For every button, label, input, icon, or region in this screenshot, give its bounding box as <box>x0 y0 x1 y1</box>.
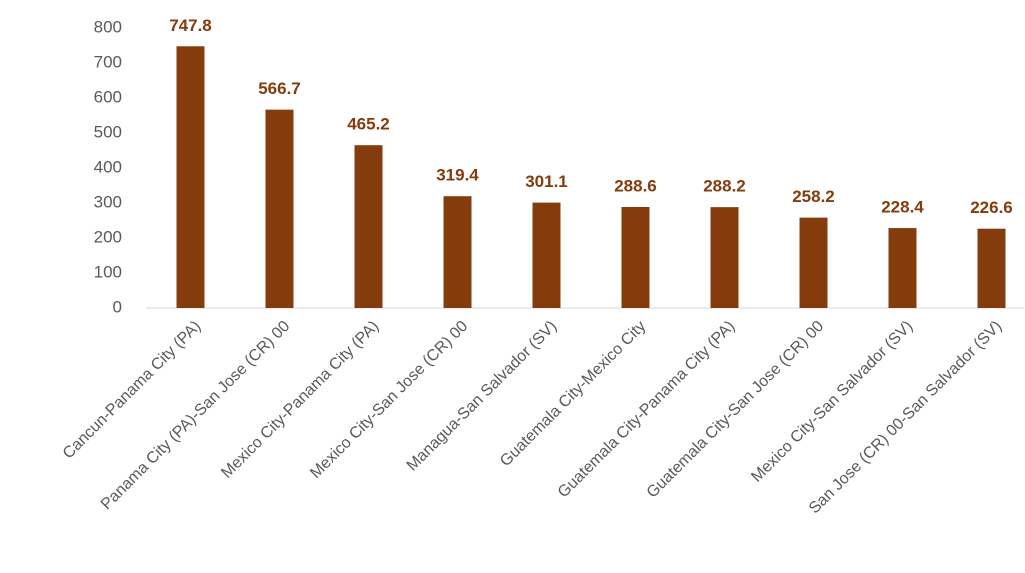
y-tick-label: 0 <box>113 297 122 316</box>
bar <box>621 206 650 308</box>
x-tick-label: Panama City (PA)-San Jose (CR) 00 <box>98 318 293 513</box>
data-label: 288.6 <box>614 176 657 195</box>
bar <box>977 228 1006 308</box>
bar <box>710 207 739 308</box>
y-tick-label: 800 <box>94 17 122 36</box>
data-label: 288.2 <box>703 177 746 196</box>
data-label: 465.2 <box>347 115 390 134</box>
x-tick-label: Guatemala City-Mexico City <box>497 318 649 470</box>
y-tick-label: 300 <box>94 192 122 211</box>
y-tick-label: 200 <box>94 227 122 246</box>
x-tick-label: Mexico City-Panama City (PA) <box>218 318 382 482</box>
x-tick-label: Guatemala City-Panama City (PA) <box>555 318 738 501</box>
data-label: 319.4 <box>436 166 479 185</box>
x-tick-label: Managua-San Salvador (SV) <box>404 318 561 475</box>
bar <box>354 145 383 308</box>
bar <box>888 228 917 308</box>
bar <box>265 109 294 308</box>
bar <box>799 217 828 308</box>
bar <box>176 46 205 309</box>
x-tick-label: Mexico City-San Jose (CR) 00 <box>307 318 471 482</box>
x-tick-label: Guatemala City-San Jose (CR) 00 <box>644 318 828 502</box>
data-label: 566.7 <box>258 79 301 98</box>
y-tick-label: 600 <box>94 87 122 106</box>
data-label: 228.4 <box>881 198 924 217</box>
data-label: 258.2 <box>792 187 835 206</box>
bar <box>443 196 472 308</box>
data-label: 301.1 <box>525 172 568 191</box>
y-tick-label: 400 <box>94 157 122 176</box>
y-tick-label: 700 <box>94 52 122 71</box>
data-label: 747.8 <box>169 16 212 35</box>
x-tick-label: Mexico City-San Salvador (SV) <box>748 318 916 486</box>
x-tick-label: San Jose (CR) 00-San Salvador (SV) <box>806 318 1005 517</box>
y-tick-label: 100 <box>94 262 122 281</box>
bar <box>532 202 561 308</box>
x-tick-label: Cancun-Panama City (PA) <box>60 318 204 462</box>
data-label: 226.6 <box>970 198 1013 217</box>
y-tick-label: 500 <box>94 122 122 141</box>
